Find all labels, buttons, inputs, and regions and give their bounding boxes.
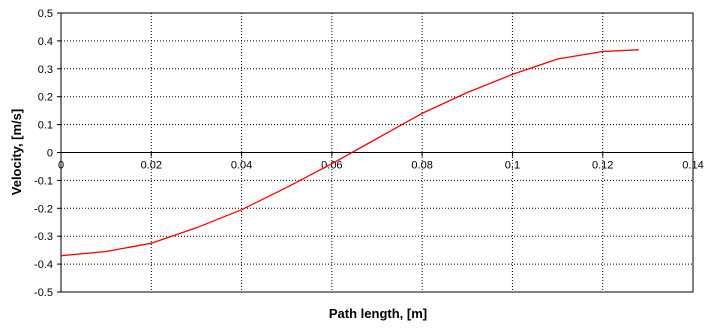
x-tick-label: 0.14	[682, 160, 703, 172]
data-series	[60, 49, 639, 257]
y-tick-label: 0.1	[38, 120, 53, 132]
y-tick-label: -0.5	[34, 287, 53, 299]
y-tick-label: 0	[47, 148, 53, 160]
y-tick-label: 0.5	[38, 8, 53, 20]
x-tick-label: 0.02	[141, 160, 162, 172]
y-tick-label: -0.1	[34, 175, 53, 187]
y-tick-label: -0.2	[34, 203, 53, 215]
x-tick-label: 0.08	[411, 160, 432, 172]
velocity-series-line	[60, 49, 639, 257]
y-tick-label: 0.2	[38, 92, 53, 104]
y-tick-label: -0.4	[34, 259, 53, 271]
x-axis-title: Path length, [m]	[329, 306, 427, 321]
x-tick-label: 0.1	[505, 160, 520, 172]
x-tick-label: 0.04	[231, 160, 252, 172]
y-tick-label: 0.3	[38, 64, 53, 76]
x-tick-label: 0.06	[321, 160, 342, 172]
tick-labels: 0.5 0.4 0.3 0.2 0.1 0 -0.1 -0.2 -0.3 -0.4 -0.5 0 0.0…	[34, 8, 704, 299]
grid-lines	[61, 13, 693, 292]
y-axis-title: Velocity, [m/s]	[9, 109, 24, 195]
x-tick-label: 0.12	[592, 160, 613, 172]
y-tick-label: -0.3	[34, 231, 53, 243]
y-tick-label: 0.4	[38, 36, 53, 48]
axes	[57, 12, 694, 293]
x-tick-label: 0	[58, 160, 64, 172]
